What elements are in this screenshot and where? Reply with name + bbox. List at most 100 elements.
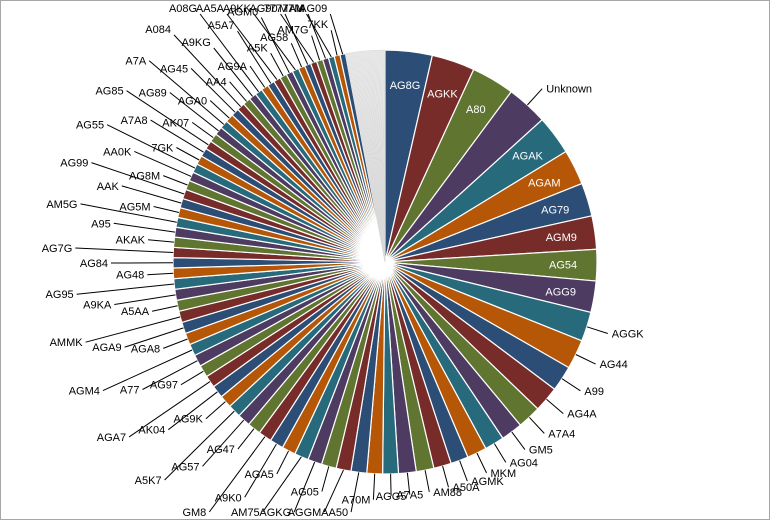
label-ag85: AG85	[95, 86, 123, 98]
label-gm5: GM5	[529, 445, 553, 457]
label-ag57: AG57	[171, 461, 199, 473]
leader-a95	[113, 222, 176, 233]
leader-aak	[121, 185, 182, 204]
label-gm8: GM8	[182, 507, 206, 519]
leader-agg5	[390, 473, 392, 496]
label-ag05: AG05	[291, 487, 319, 499]
label-777: 777	[264, 3, 282, 15]
label-a5aa: A5AA	[121, 306, 150, 318]
label-ag44: AG44	[600, 359, 628, 371]
label-aga8: AGA8	[131, 343, 160, 355]
leader-a70m	[372, 473, 376, 500]
leader-ag85	[126, 90, 209, 146]
label-a9kk: A9KK	[223, 3, 252, 15]
label-ag04: AG04	[510, 457, 538, 469]
label-a5k: A5K	[247, 42, 268, 54]
label-a9k0: A9K0	[215, 492, 242, 504]
label-agm0: AGM0	[227, 7, 258, 19]
leader-aga9	[124, 327, 184, 348]
label-a95: A95	[91, 218, 111, 230]
label-a084: A084	[145, 24, 171, 36]
label-agam: AGAM	[528, 177, 560, 189]
leader-a084	[173, 34, 242, 108]
leader-aggk	[586, 326, 608, 334]
leader-gm5	[511, 431, 526, 450]
leader-a50a	[442, 465, 449, 488]
label-agkg: AGKG	[259, 507, 291, 519]
leader-ammk	[85, 316, 181, 343]
label-ak04: AK04	[138, 425, 165, 437]
label-am5g: AM5G	[46, 199, 77, 211]
label-ag99: AG99	[60, 158, 88, 170]
label-a7a8: A7A8	[121, 115, 148, 127]
label-ag09: AG09	[299, 3, 327, 15]
label-agmk: AGMK	[471, 476, 504, 488]
label-a08g: A08G	[169, 3, 197, 15]
leader-aga5	[276, 450, 290, 475]
tail-separator	[383, 49, 386, 263]
leader-a99	[561, 378, 581, 392]
leader-7kk	[330, 30, 338, 56]
label-aa0k: AA0K	[103, 146, 132, 158]
label-7gk: 7GK	[151, 143, 174, 155]
label-ammk: AMMK	[50, 337, 84, 349]
leader-ag58	[290, 43, 303, 68]
label-agg9: AGG9	[545, 286, 576, 298]
leader-m7m	[306, 13, 332, 58]
leader-a5k	[270, 53, 284, 77]
leader-ag95	[76, 283, 175, 295]
label-agkk: AGKK	[427, 88, 458, 100]
leader-a7a8	[150, 119, 204, 153]
leader-aga0	[209, 100, 230, 119]
leader-ag9a	[249, 65, 266, 88]
label-ag89: AG89	[139, 88, 167, 100]
leader-am88	[424, 470, 430, 492]
label-ag48: AG48	[116, 270, 144, 282]
leader-a7a	[148, 60, 225, 125]
label-a50a: A50A	[453, 482, 481, 494]
leader-aa5a	[226, 13, 278, 80]
label-ag9k: AG9K	[174, 414, 204, 426]
leader-7gk	[176, 147, 200, 161]
label-a80: A80	[466, 104, 486, 116]
leader-ag90	[280, 13, 315, 63]
label-ag55: AG55	[76, 120, 104, 132]
leader-a5k7	[164, 410, 235, 481]
leader-ag89	[169, 92, 219, 132]
label-ag84: AG84	[80, 258, 108, 270]
label-aga5: AGA5	[244, 469, 273, 481]
label-ag9a: AG9A	[218, 61, 248, 73]
leader-akak	[147, 239, 174, 243]
leader-ag48	[147, 272, 174, 276]
leader-agkg	[293, 461, 316, 513]
label-ag8g: AG8G	[390, 80, 421, 92]
label-ag45: AG45	[160, 63, 188, 75]
label-ag4a: AG4A	[567, 409, 597, 421]
label-aga9: AGA9	[92, 342, 121, 354]
label-am7g: AM7G	[277, 25, 308, 37]
label-a9kg: A9KG	[181, 37, 210, 49]
leader-ag5m	[153, 206, 180, 213]
leader-agm4	[102, 349, 193, 392]
label-aa5a: AA5A	[196, 3, 225, 15]
leader-ag55	[106, 124, 196, 169]
label-ag5m: AG5M	[119, 202, 150, 214]
leader-am5g	[80, 203, 177, 223]
leader-ag45	[190, 68, 236, 113]
leader-a5a7	[237, 30, 272, 84]
label-aa4: AA4	[206, 77, 227, 89]
leader-ag09	[329, 13, 344, 55]
label-m7m: M7M	[279, 3, 303, 15]
leader-am75	[262, 456, 302, 513]
leader-777	[284, 13, 309, 65]
label-ag58: AG58	[260, 32, 288, 44]
leader-agmk	[459, 460, 468, 482]
leader-a9ka	[114, 294, 176, 305]
leader-aga7	[128, 381, 211, 438]
label-ag95: AG95	[46, 289, 74, 301]
leader-ag4a	[546, 398, 564, 414]
leader-aa4	[229, 81, 247, 102]
label-aggm: AGGM	[288, 507, 322, 519]
label-am75: AM75	[231, 507, 260, 519]
